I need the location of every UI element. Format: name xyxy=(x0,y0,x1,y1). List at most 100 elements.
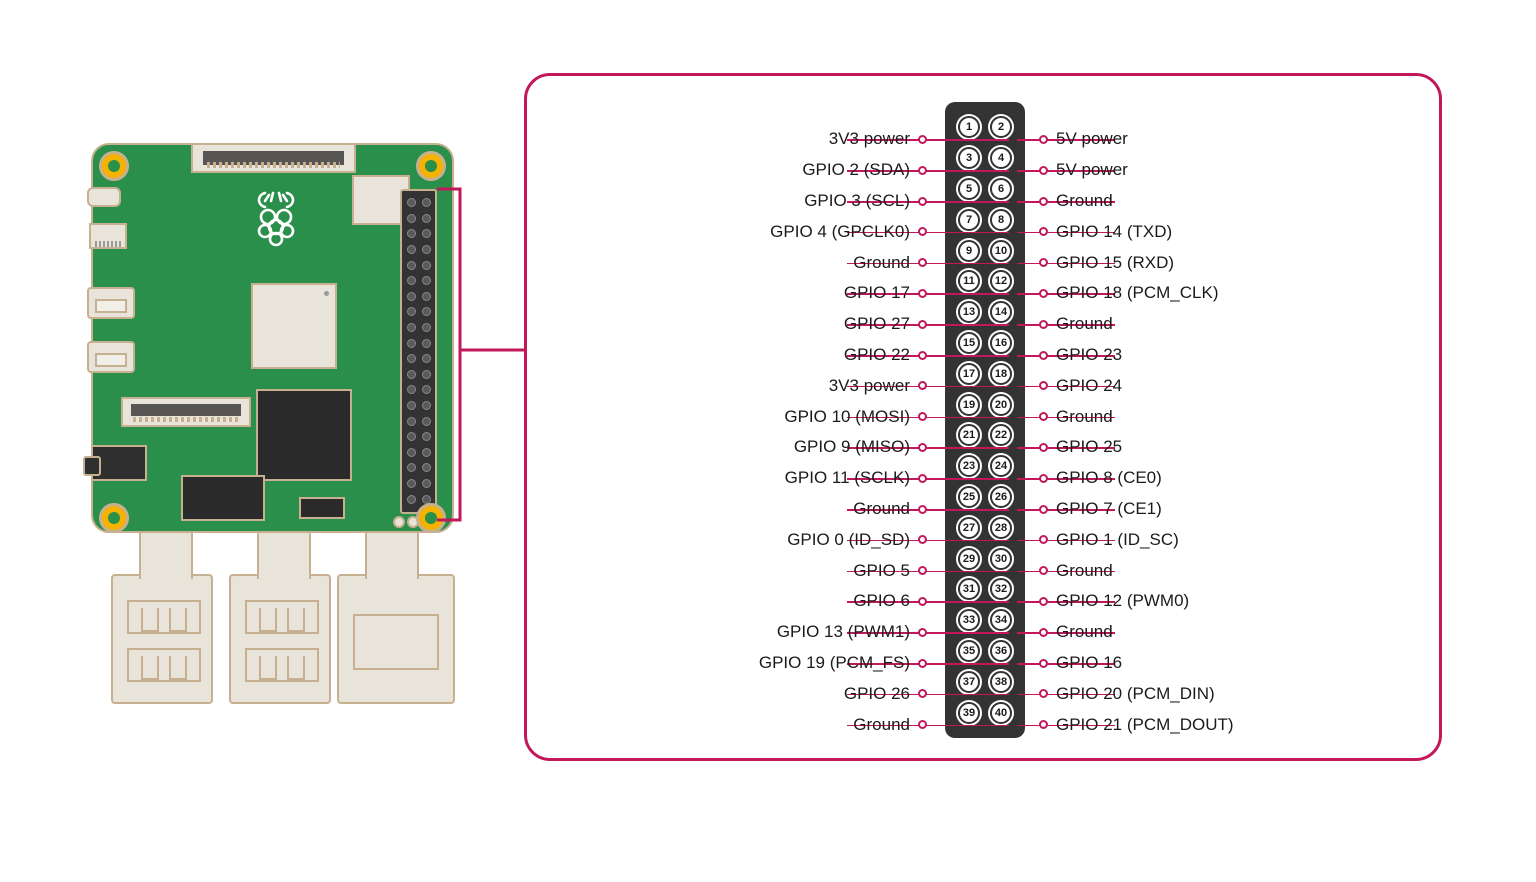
pin-label-left: GPIO 9 (MISO) xyxy=(794,437,927,457)
pin-label-text: GPIO 13 (PWM1) xyxy=(777,622,910,642)
terminal-dot-icon xyxy=(1039,166,1048,175)
pin-label-right: Ground xyxy=(1039,191,1113,211)
pin-label-right: GPIO 18 (PCM_CLK) xyxy=(1039,283,1219,303)
pin-number: 39 xyxy=(958,702,980,724)
pin-number: 22 xyxy=(990,424,1012,446)
terminal-dot-icon xyxy=(1039,320,1048,329)
pin-row: 11 12 xyxy=(945,266,1025,297)
pin-label-left: GPIO 10 (MOSI) xyxy=(784,407,927,427)
display-connector xyxy=(121,397,251,427)
terminal-dot-icon xyxy=(918,689,927,698)
pin-label-left: Ground xyxy=(853,499,927,519)
pin-number: 4 xyxy=(990,147,1012,169)
pin-row: 2324 xyxy=(945,451,1025,482)
terminal-dot-icon xyxy=(1039,689,1048,698)
pin-label-text: GPIO 8 (CE0) xyxy=(1056,468,1162,488)
audio-jack xyxy=(91,445,147,481)
pin-row: 1718 xyxy=(945,358,1025,389)
pin-label-right: GPIO 25 xyxy=(1039,437,1122,457)
pin-label-right: GPIO 7 (CE1) xyxy=(1039,499,1162,519)
pin-label-text: GPIO 4 (GPCLK0) xyxy=(770,222,910,242)
terminal-dot-icon xyxy=(918,659,927,668)
terminal-dot-icon xyxy=(918,443,927,452)
pin-label-text: GPIO 1 (ID_SC) xyxy=(1056,530,1179,550)
pin-label-text: GPIO 21 (PCM_DOUT) xyxy=(1056,715,1234,735)
terminal-dot-icon xyxy=(1039,720,1048,729)
pin-number: 26 xyxy=(990,486,1012,508)
terminal-dot-icon xyxy=(1039,659,1048,668)
terminal-dot-icon xyxy=(918,720,927,729)
pin-row: 21 22 xyxy=(945,420,1025,451)
terminal-dot-icon xyxy=(1039,566,1048,575)
terminal-dot-icon xyxy=(1039,535,1048,544)
pin-label-left: GPIO 19 (PCM_FS) xyxy=(759,653,927,673)
pin-number: 12 xyxy=(990,270,1012,292)
pin-number: 2 xyxy=(990,116,1012,138)
pin-label-left: GPIO 22 xyxy=(844,345,927,365)
pin-number: 20 xyxy=(990,394,1012,416)
pin-label-right: 5V power xyxy=(1039,129,1128,149)
pin-label-right: Ground xyxy=(1039,622,1113,642)
mounting-hole xyxy=(416,151,446,181)
pin-label-text: 3V3 power xyxy=(829,129,910,149)
usb-controller-chip xyxy=(181,475,265,521)
pin-number: 30 xyxy=(990,548,1012,570)
pin-label-left: GPIO 17 xyxy=(844,283,927,303)
terminal-dot-icon xyxy=(1039,258,1048,267)
pin-label-left: Ground xyxy=(853,253,927,273)
pin-label-right: Ground xyxy=(1039,314,1113,334)
pin-label-left: Ground xyxy=(853,715,927,735)
pin-label-left: GPIO 4 (GPCLK0) xyxy=(770,222,927,242)
pin-number: 36 xyxy=(990,640,1012,662)
pin-label-left: GPIO 3 (SCL) xyxy=(804,191,927,211)
pin-row: 29 30 xyxy=(945,543,1025,574)
pin-number: 29 xyxy=(958,548,980,570)
terminal-dot-icon xyxy=(1039,443,1048,452)
raspberry-pi-board xyxy=(91,143,454,710)
bottom-ports xyxy=(101,528,446,704)
pin-row: 34 xyxy=(945,143,1025,174)
pin-label-right: GPIO 14 (TXD) xyxy=(1039,222,1172,242)
gpio-header-on-board xyxy=(400,189,437,514)
gpio-header-enlarged: 1234567891011121314151617181920212223242… xyxy=(945,102,1025,738)
pin-number: 28 xyxy=(990,517,1012,539)
pin-row: 2526 xyxy=(945,482,1025,513)
pin-number: 14 xyxy=(990,301,1012,323)
pin-label-left: 3V3 power xyxy=(829,129,927,149)
pin-number: 13 xyxy=(958,301,980,323)
terminal-dot-icon xyxy=(918,628,927,637)
terminal-dot-icon xyxy=(918,320,927,329)
soc-chip xyxy=(251,283,337,369)
pin-number: 34 xyxy=(990,609,1012,631)
micro-hdmi-port-1 xyxy=(87,287,135,319)
pin-label-text: Ground xyxy=(1056,191,1113,211)
pin-label-text: 3V3 power xyxy=(829,376,910,396)
pin-label-text: GPIO 3 (SCL) xyxy=(804,191,910,211)
pin-row: 2728 xyxy=(945,512,1025,543)
pin-row: 3738 xyxy=(945,666,1025,697)
mounting-hole xyxy=(99,151,129,181)
terminal-dot-icon xyxy=(918,197,927,206)
pin-number: 11 xyxy=(958,270,980,292)
pin-label-right: GPIO 1 (ID_SC) xyxy=(1039,530,1179,550)
pin-number: 21 xyxy=(958,424,980,446)
pin-number: 23 xyxy=(958,455,980,477)
camera-connector xyxy=(191,145,356,173)
pin-label-text: GPIO 12 (PWM0) xyxy=(1056,591,1189,611)
pcb xyxy=(91,143,454,533)
pin-label-text: Ground xyxy=(1056,622,1113,642)
pin-label-text: GPIO 27 xyxy=(844,314,910,334)
gpio-pinout-callout: 1234567891011121314151617181920212223242… xyxy=(524,73,1442,761)
pin-number: 17 xyxy=(958,363,980,385)
pin-row: 3334 xyxy=(945,605,1025,636)
pin-row: 3132 xyxy=(945,574,1025,605)
usb-port-block-1 xyxy=(111,574,213,704)
pin-label-right: GPIO 24 xyxy=(1039,376,1122,396)
pin-label-text: GPIO 24 xyxy=(1056,376,1122,396)
terminal-dot-icon xyxy=(1039,505,1048,514)
pin-number: 38 xyxy=(990,671,1012,693)
ram-chip xyxy=(256,389,352,481)
pin-label-text: Ground xyxy=(1056,407,1113,427)
pin-label-text: GPIO 23 xyxy=(1056,345,1122,365)
pin-number: 3 xyxy=(958,147,980,169)
